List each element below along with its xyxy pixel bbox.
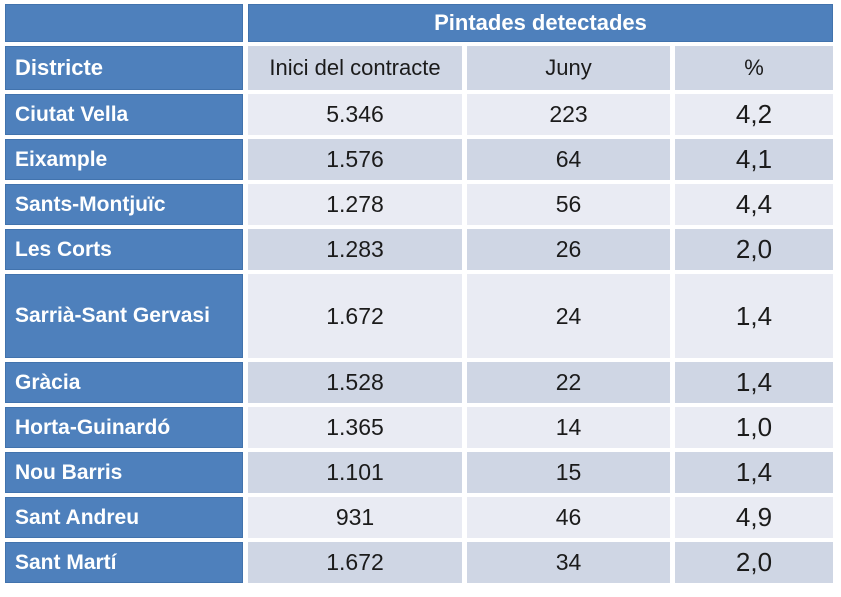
district-cell: Horta-Guinardó [5, 407, 243, 448]
inici-cell: 1.101 [248, 452, 462, 493]
pct-cell: 1,4 [675, 452, 833, 493]
inici-cell: 1.528 [248, 362, 462, 403]
juny-cell: 64 [467, 139, 670, 180]
table-row: Les Corts 1.283 26 2,0 [5, 229, 833, 270]
pct-cell: 4,9 [675, 497, 833, 538]
inici-cell: 1.278 [248, 184, 462, 225]
pintades-table: Pintades detectades Districte Inici del … [5, 4, 833, 583]
pct-cell: 4,2 [675, 94, 833, 135]
district-cell: Sants-Montjuïc [5, 184, 243, 225]
juny-cell: 14 [467, 407, 670, 448]
col-header-inici-del-contracte: Inici del contracte [248, 46, 462, 90]
pct-cell: 1,4 [675, 274, 833, 358]
table-body: Ciutat Vella 5.346 223 4,2 Eixample 1.576 64 4,… [5, 94, 833, 583]
pct-cell: 4,1 [675, 139, 833, 180]
inici-cell: 1.672 [248, 542, 462, 583]
table-row: Sarrià-Sant Gervasi 1.672 24 1,4 [5, 274, 833, 358]
col-header-juny: Juny [467, 46, 670, 90]
district-cell: Nou Barris [5, 452, 243, 493]
table-row: Horta-Guinardó 1.365 14 1,0 [5, 407, 833, 448]
table-row: Sant Andreu 931 46 4,9 [5, 497, 833, 538]
col-header-percent: % [675, 46, 833, 90]
pct-cell: 4,4 [675, 184, 833, 225]
table-row: Gràcia 1.528 22 1,4 [5, 362, 833, 403]
pct-cell: 1,4 [675, 362, 833, 403]
inici-cell: 931 [248, 497, 462, 538]
inici-cell: 1.672 [248, 274, 462, 358]
juny-cell: 34 [467, 542, 670, 583]
district-cell: Sant Andreu [5, 497, 243, 538]
juny-cell: 46 [467, 497, 670, 538]
pct-cell: 2,0 [675, 229, 833, 270]
table-row: Sant Martí 1.672 34 2,0 [5, 542, 833, 583]
table-row: Nou Barris 1.101 15 1,4 [5, 452, 833, 493]
table-row: Ciutat Vella 5.346 223 4,2 [5, 94, 833, 135]
district-cell: Eixample [5, 139, 243, 180]
juny-cell: 56 [467, 184, 670, 225]
title-row: Pintades detectades [5, 4, 833, 42]
table-head: Pintades detectades Districte Inici del … [5, 4, 833, 90]
juny-cell: 22 [467, 362, 670, 403]
inici-cell: 1.365 [248, 407, 462, 448]
table-title: Pintades detectades [248, 4, 833, 42]
district-cell: Gràcia [5, 362, 243, 403]
district-cell: Sarrià-Sant Gervasi [5, 274, 243, 358]
juny-cell: 15 [467, 452, 670, 493]
district-cell: Sant Martí [5, 542, 243, 583]
table-row: Eixample 1.576 64 4,1 [5, 139, 833, 180]
juny-cell: 223 [467, 94, 670, 135]
table-row: Sants-Montjuïc 1.278 56 4,4 [5, 184, 833, 225]
pct-cell: 2,0 [675, 542, 833, 583]
inici-cell: 1.576 [248, 139, 462, 180]
district-cell: Les Corts [5, 229, 243, 270]
column-header-row: Districte Inici del contracte Juny % [5, 46, 833, 90]
juny-cell: 24 [467, 274, 670, 358]
col-header-districte: Districte [5, 46, 243, 90]
juny-cell: 26 [467, 229, 670, 270]
inici-cell: 5.346 [248, 94, 462, 135]
district-cell: Ciutat Vella [5, 94, 243, 135]
pct-cell: 1,0 [675, 407, 833, 448]
corner-cell [5, 4, 243, 42]
inici-cell: 1.283 [248, 229, 462, 270]
